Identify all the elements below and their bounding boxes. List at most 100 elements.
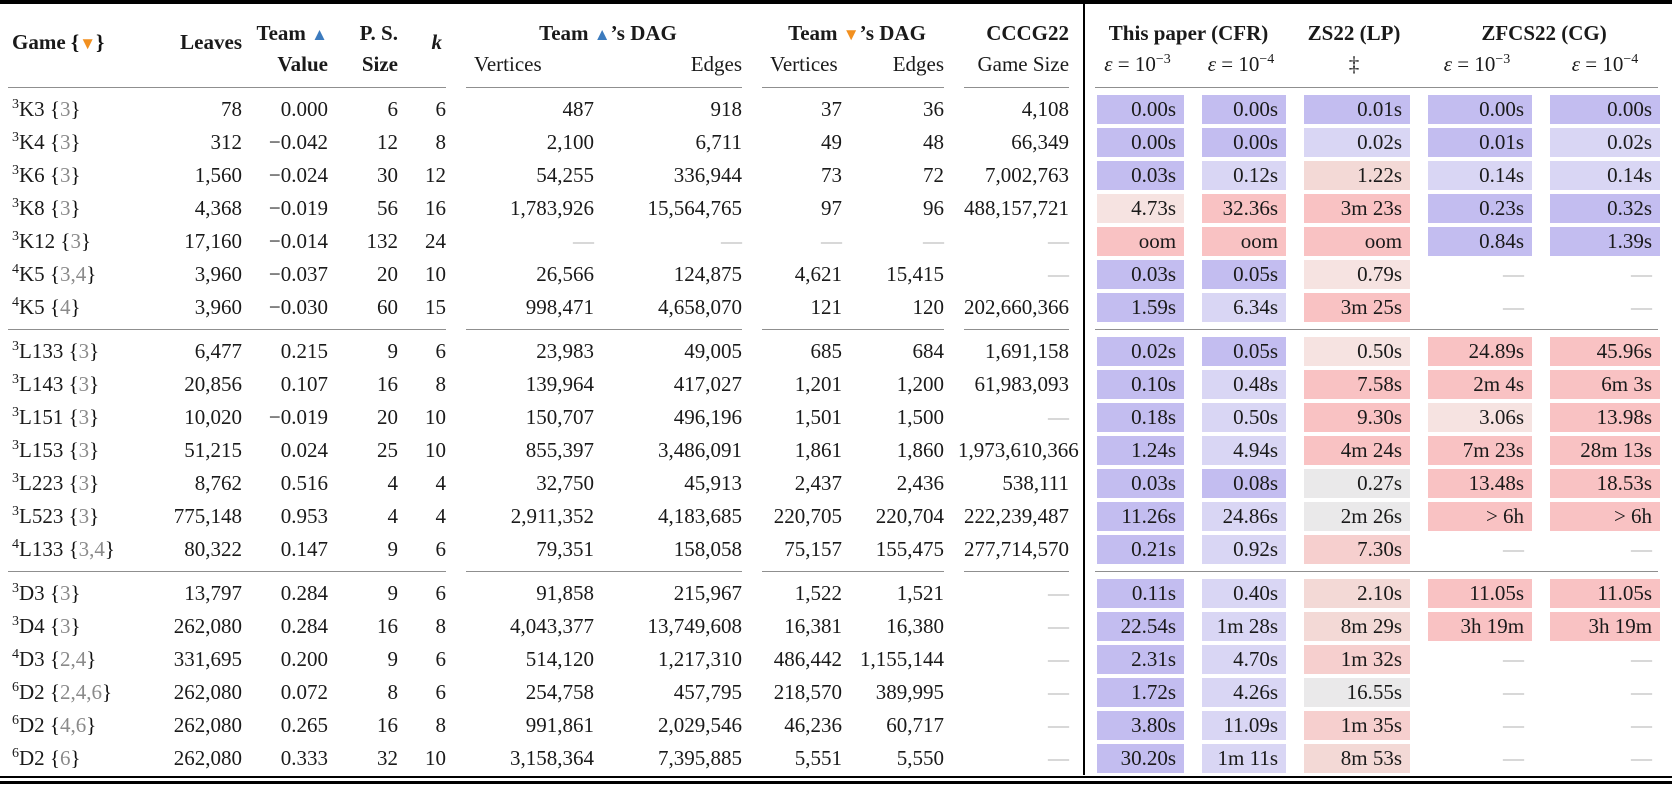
cell-dag-b-edges: 684 xyxy=(912,339,945,363)
header-zs22-dagger: ‡ xyxy=(1348,51,1360,76)
cell-time-zfcs-eps4: 1.39s xyxy=(1538,225,1672,258)
cell-game: 3L151 {3} xyxy=(12,405,100,429)
header-leaves: Leaves xyxy=(180,29,242,54)
cell-dag-a-edges: 4,183,685 xyxy=(658,504,743,528)
cell-dag-b-vertices: 1,861 xyxy=(794,438,843,462)
cell-time-zfcs-eps4: > 6h xyxy=(1538,500,1672,533)
benchmark-table-page: Game {▼} Leaves Team ▲ P. S. k Team ▲’s … xyxy=(0,0,1672,784)
cell-ps-size: 132 xyxy=(366,229,399,253)
cell-time-cfr-eps4: 0.08s xyxy=(1190,467,1292,500)
time-cell: 3m 25s xyxy=(1304,293,1411,322)
time-cell: 11.26s xyxy=(1097,502,1185,531)
time-cell: 3h 19m xyxy=(1428,612,1533,641)
cell-time-zfcs-eps4: 45.96s xyxy=(1538,335,1672,368)
cell-k: 6 xyxy=(435,97,447,121)
time-cell: > 6h xyxy=(1550,502,1661,531)
cell-cccg-game-size: 277,714,570 xyxy=(964,537,1070,561)
time-cell: 11.05s xyxy=(1428,579,1533,608)
cell-team-value: 0.284 xyxy=(280,614,328,638)
cell-dag-a-edges: 496,196 xyxy=(673,405,743,429)
cell-ps-size: 9 xyxy=(387,339,399,363)
cell-ps-size: 20 xyxy=(377,262,398,286)
cell-dag-a-vertices: 150,707 xyxy=(525,405,594,429)
cell-dag-a-edges: 6,711 xyxy=(695,130,743,154)
cell-ps-size: 8 xyxy=(387,680,399,704)
header-dag-a-vertices: Vertices xyxy=(474,51,542,76)
header-cccg-line2: Game Size xyxy=(977,51,1070,76)
cell-dag-b-edges: 155,475 xyxy=(875,537,945,561)
cell-team-value: −0.014 xyxy=(268,229,328,253)
cell-k: 10 xyxy=(425,262,446,286)
cell-time-zfcs-eps3: > 6h xyxy=(1416,500,1538,533)
cell-ps-size: 25 xyxy=(377,438,398,462)
table-row: 3L133 {3} 6,477 0.215 9 6 23,983 49,005 685 684 1… xyxy=(0,335,1672,368)
cell-k: 8 xyxy=(435,372,447,396)
cell-team-value: 0.516 xyxy=(280,471,328,495)
cell-cccg-game-size: — xyxy=(1048,614,1070,638)
cell-time-cfr-eps4: 0.50s xyxy=(1190,401,1292,434)
cell-cccg-game-size: 7,002,763 xyxy=(985,163,1070,187)
cell-time-zs22: 3m 23s xyxy=(1292,192,1416,225)
cell-leaves: 17,160 xyxy=(184,229,242,253)
cell-game: 4D3 {2,4} xyxy=(12,647,97,671)
cell-k: 10 xyxy=(425,746,446,770)
cell-leaves: 20,856 xyxy=(184,372,242,396)
cell-game: 3L133 {3} xyxy=(12,339,100,363)
cell-cccg-game-size: — xyxy=(1048,262,1070,286)
cell-dag-b-edges: 120 xyxy=(912,295,945,319)
cell-time-zfcs-eps4: — xyxy=(1538,742,1672,775)
time-cell: — xyxy=(1503,537,1525,561)
triangle-up-icon: ▲ xyxy=(311,25,328,44)
cell-leaves: 262,080 xyxy=(173,614,242,638)
time-cell: 1m 32s xyxy=(1304,645,1411,674)
table-row: 3L153 {3} 51,215 0.024 25 10 855,397 3,486,091… xyxy=(0,434,1672,467)
cell-dag-a-edges: 158,058 xyxy=(673,537,743,561)
table-row: 6D2 {2,4,6} 262,080 0.072 8 6 254,758 457,795 2… xyxy=(0,676,1672,709)
cell-leaves: 3,960 xyxy=(194,295,242,319)
time-cell: 0.14s xyxy=(1428,161,1533,190)
cell-dag-b-vertices: 685 xyxy=(810,339,843,363)
cell-time-zfcs-eps4: 18.53s xyxy=(1538,467,1672,500)
time-cell: 7.58s xyxy=(1304,370,1411,399)
cell-dag-b-edges: 389,995 xyxy=(875,680,945,704)
cell-dag-b-edges: 2,436 xyxy=(896,471,945,495)
cell-time-cfr-eps3: 4.73s xyxy=(1083,192,1191,225)
time-cell: 0.92s xyxy=(1202,535,1287,564)
cell-time-zfcs-eps4: 0.00s xyxy=(1538,93,1672,126)
time-cell: 0.00s xyxy=(1097,128,1185,157)
cell-k: 4 xyxy=(435,504,447,528)
time-cell: 0.18s xyxy=(1097,403,1185,432)
cell-dag-a-edges: 457,795 xyxy=(673,680,743,704)
cell-leaves: 775,148 xyxy=(173,504,242,528)
cell-dag-a-edges: 417,027 xyxy=(673,372,743,396)
time-cell: 0.00s xyxy=(1202,95,1287,124)
time-cell: 22.54s xyxy=(1097,612,1185,641)
time-cell: — xyxy=(1503,262,1525,286)
cell-game: 3L523 {3} xyxy=(12,504,100,528)
cell-time-zs22: 0.02s xyxy=(1292,126,1416,159)
time-cell: 0.03s xyxy=(1097,161,1185,190)
cell-time-zfcs-eps3: 13.48s xyxy=(1416,467,1538,500)
header-zfcs-eps1: ε = 10−3 xyxy=(1443,51,1511,76)
cell-dag-a-vertices: 998,471 xyxy=(525,295,594,319)
cell-k: 10 xyxy=(425,405,446,429)
time-cell: 0.02s xyxy=(1550,128,1661,157)
cell-dag-a-edges: 4,658,070 xyxy=(658,295,743,319)
cell-time-zs22: 0.79s xyxy=(1292,258,1416,291)
cell-time-zs22: 8m 29s xyxy=(1292,610,1416,643)
header-ps-line1: P. S. xyxy=(359,21,398,45)
table-row: 4D3 {2,4} 331,695 0.200 9 6 514,120 1,217,310 4… xyxy=(0,643,1672,676)
cell-time-zs22: 1m 35s xyxy=(1292,709,1416,742)
cell-time-zfcs-eps3: — xyxy=(1416,258,1538,291)
time-cell: 0.05s xyxy=(1202,260,1287,289)
cell-dag-a-vertices: 2,100 xyxy=(546,130,594,154)
cell-dag-b-vertices: 75,157 xyxy=(784,537,843,561)
cell-game: 4K5 {4} xyxy=(12,295,81,319)
cell-team-value: 0.200 xyxy=(280,647,328,671)
cell-game: 3K8 {3} xyxy=(12,196,81,220)
cell-game: 3K6 {3} xyxy=(12,163,81,187)
cell-dag-a-vertices: 855,397 xyxy=(525,438,594,462)
cell-dag-b-vertices: 218,570 xyxy=(773,680,843,704)
time-cell: 4.73s xyxy=(1097,194,1185,223)
triangle-up-icon: ▲ xyxy=(593,25,611,44)
